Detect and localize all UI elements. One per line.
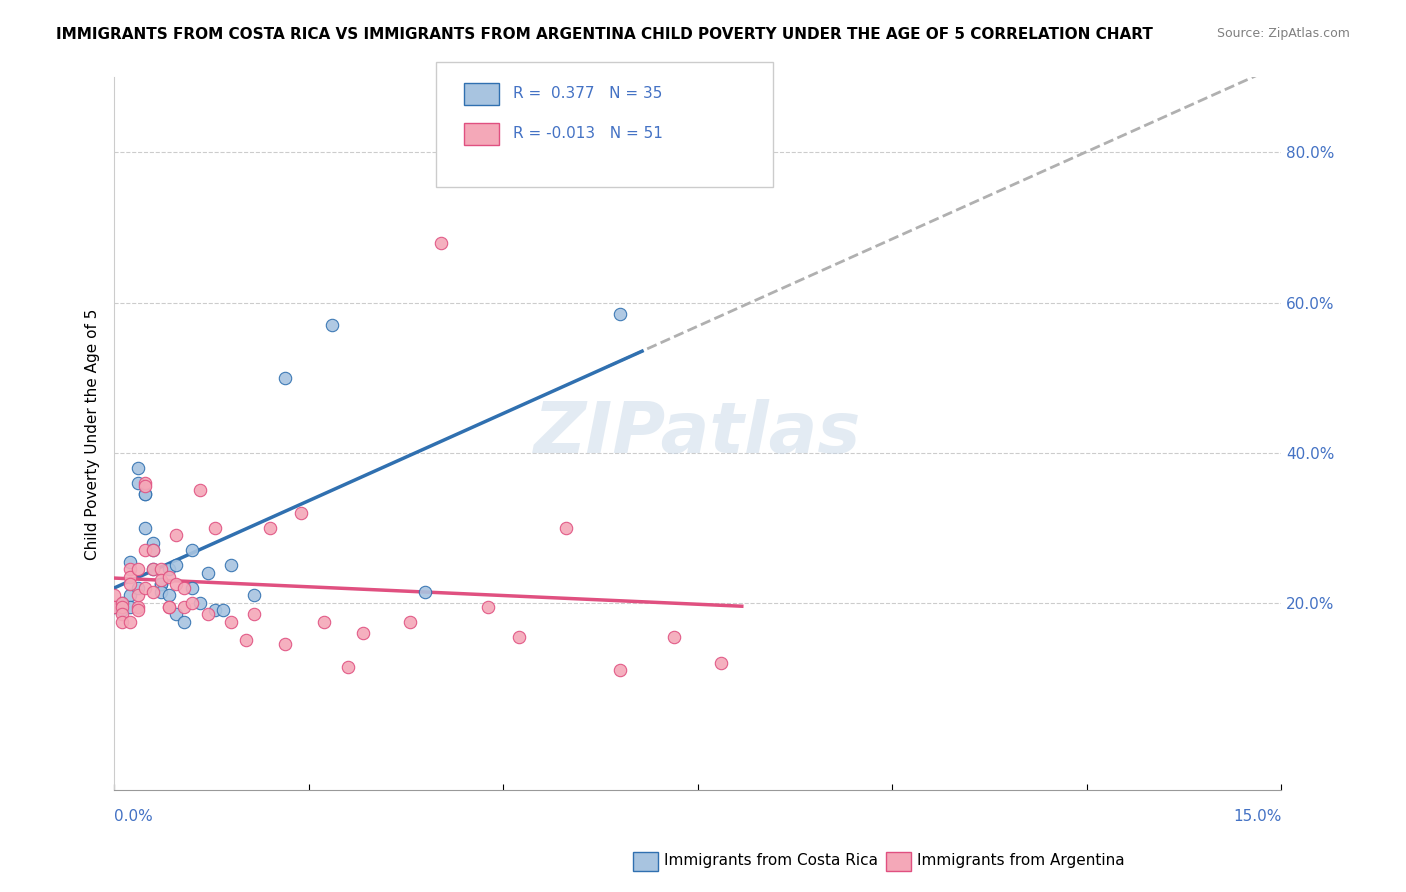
Point (149, 574, 172, 588)
Text: R =  0.377   N = 35: R = 0.377 N = 35 (513, 87, 662, 101)
Point (259, 521, 281, 535)
Point (103, 599, 125, 614)
Point (430, 235, 453, 250)
Text: R = -0.013   N = 51: R = -0.013 N = 51 (513, 127, 664, 141)
Point (165, 528, 187, 542)
Point (111, 603, 134, 617)
Point (274, 637, 297, 651)
Text: Immigrants from Argentina: Immigrants from Argentina (917, 854, 1125, 868)
Point (508, 630, 530, 644)
Point (118, 554, 141, 568)
Point (336, 659, 359, 673)
Point (664, 630, 686, 644)
Point (219, 558, 242, 573)
Point (181, 543, 204, 558)
Point (212, 603, 235, 617)
Point (111, 615, 134, 629)
Point (127, 475, 149, 490)
Point (111, 599, 134, 614)
Text: Immigrants from Costa Rica: Immigrants from Costa Rica (664, 854, 877, 868)
Point (134, 581, 156, 595)
Point (352, 625, 374, 640)
Point (188, 483, 211, 498)
Point (157, 599, 180, 614)
Point (173, 599, 195, 614)
Point (118, 577, 141, 591)
Point (243, 588, 266, 602)
Point (173, 581, 195, 595)
Point (609, 663, 631, 677)
Point (204, 603, 226, 617)
Point (127, 562, 149, 576)
Point (127, 460, 149, 475)
Point (157, 569, 180, 583)
Text: ZIPatlas: ZIPatlas (534, 400, 862, 468)
Point (111, 607, 134, 621)
Point (314, 615, 336, 629)
Point (609, 307, 631, 321)
Point (149, 562, 172, 576)
Point (134, 479, 156, 493)
Point (142, 535, 165, 549)
Point (165, 607, 187, 621)
Point (134, 521, 156, 535)
Point (127, 603, 149, 617)
Point (134, 543, 156, 558)
Point (321, 318, 343, 332)
Point (142, 562, 165, 576)
Point (118, 569, 141, 583)
Point (142, 562, 165, 576)
Text: Source: ZipAtlas.com: Source: ZipAtlas.com (1216, 27, 1350, 40)
Point (204, 521, 226, 535)
Point (290, 506, 312, 520)
Point (149, 584, 172, 599)
Point (111, 596, 134, 610)
Point (142, 543, 165, 558)
Text: IMMIGRANTS FROM COSTA RICA VS IMMIGRANTS FROM ARGENTINA CHILD POVERTY UNDER THE : IMMIGRANTS FROM COSTA RICA VS IMMIGRANTS… (56, 27, 1153, 42)
Point (134, 487, 156, 501)
Point (181, 581, 204, 595)
Point (173, 615, 195, 629)
Point (554, 521, 576, 535)
Point (118, 599, 141, 614)
Point (710, 656, 733, 670)
Point (157, 562, 180, 576)
Point (165, 577, 187, 591)
Point (188, 596, 211, 610)
Point (127, 599, 149, 614)
Point (157, 588, 180, 602)
Point (235, 633, 257, 648)
Point (111, 596, 134, 610)
Point (243, 607, 266, 621)
Point (118, 562, 141, 576)
Point (399, 615, 422, 629)
Point (127, 581, 149, 595)
Y-axis label: Child Poverty Under the Age of 5: Child Poverty Under the Age of 5 (86, 309, 100, 559)
Point (157, 599, 180, 614)
Point (181, 596, 204, 610)
Point (103, 599, 125, 614)
Point (197, 566, 219, 580)
Text: 15.0%: 15.0% (1233, 809, 1281, 824)
Point (149, 577, 172, 591)
Point (274, 370, 297, 384)
Point (118, 615, 141, 629)
Point (103, 588, 125, 602)
Point (149, 577, 172, 591)
Point (134, 475, 156, 490)
Point (415, 584, 437, 599)
Point (127, 588, 149, 602)
Point (142, 584, 165, 599)
Point (197, 607, 219, 621)
Text: 0.0%: 0.0% (114, 809, 153, 824)
Point (165, 558, 187, 573)
Point (118, 588, 141, 602)
Point (477, 599, 499, 614)
Point (219, 615, 242, 629)
Point (134, 487, 156, 501)
Point (142, 543, 165, 558)
